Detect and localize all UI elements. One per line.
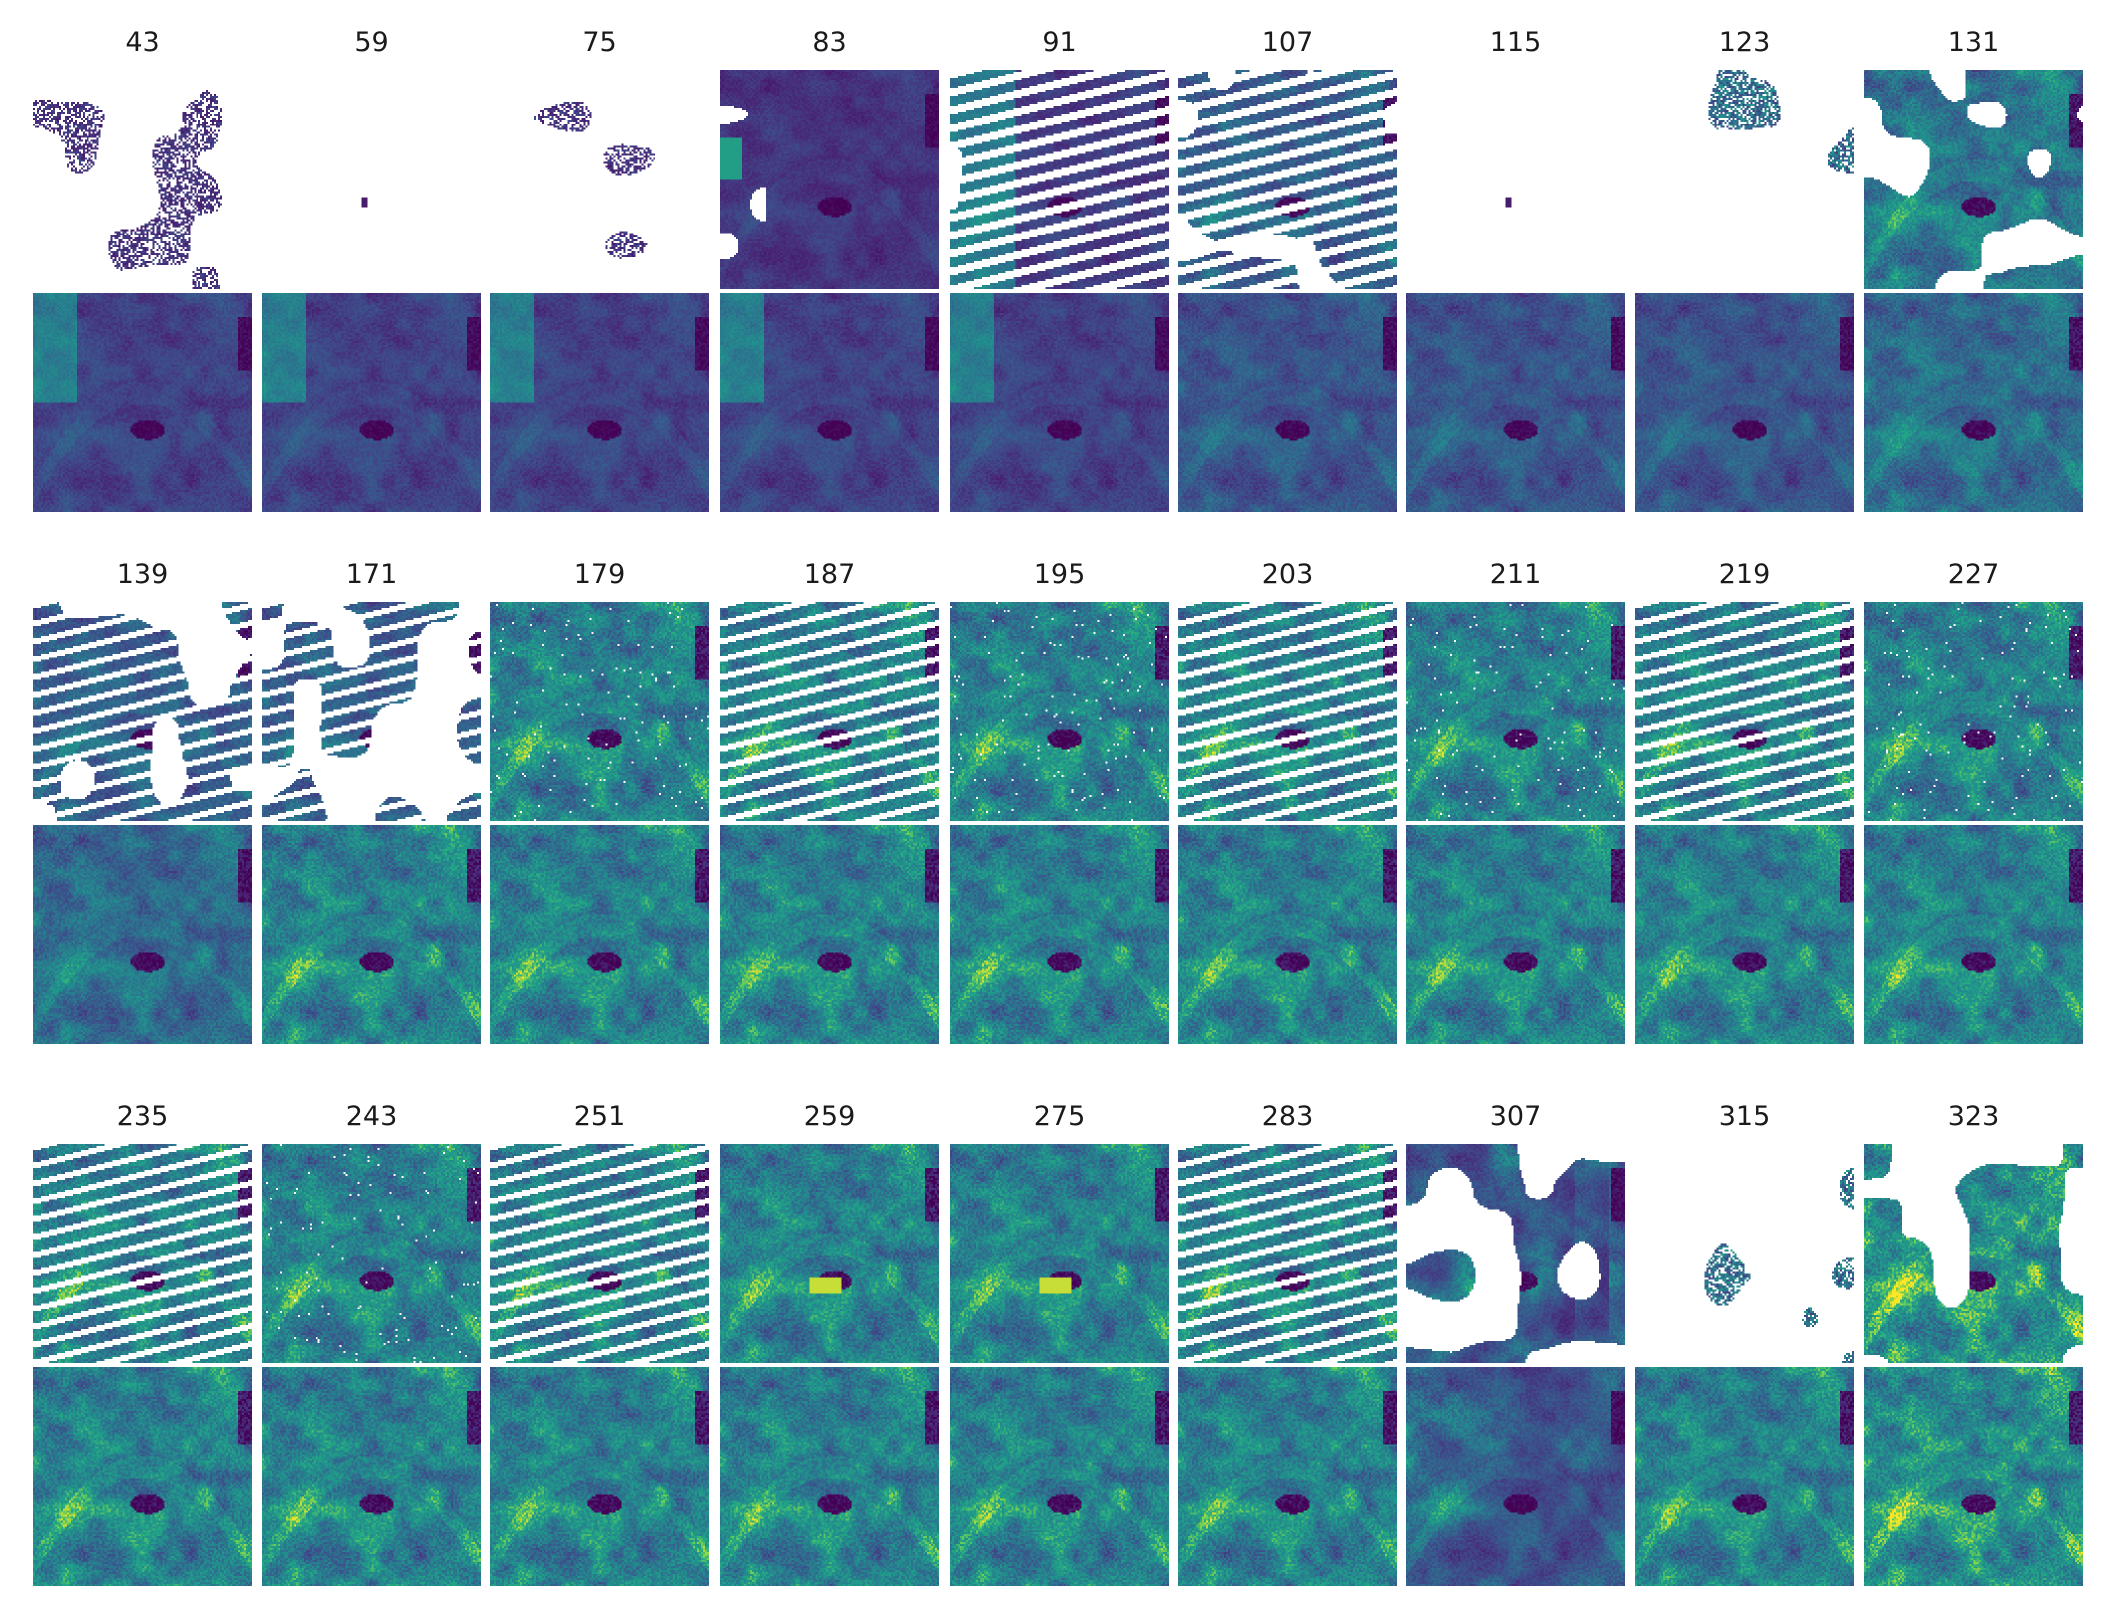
panel-label: 107 [1261, 27, 1314, 58]
panel-label: 187 [803, 559, 856, 590]
reconstructed-image-tile [1635, 1367, 1854, 1586]
reconstructed-image-tile [1864, 825, 2083, 1044]
panel-label: 43 [125, 27, 160, 58]
observed-image-tile [262, 1144, 481, 1363]
reconstructed-image-tile [1635, 825, 1854, 1044]
observed-image-tile [1864, 602, 2083, 821]
panel-label: 59 [354, 27, 389, 58]
panel-label: 251 [573, 1101, 626, 1132]
reconstructed-image-tile [262, 825, 481, 1044]
panel-label: 179 [573, 559, 626, 590]
observed-image-tile [1635, 70, 1854, 289]
observed-image-tile [1406, 602, 1625, 821]
observed-image-tile [950, 602, 1169, 821]
panel-label: 315 [1718, 1101, 1771, 1132]
panel-label: 75 [582, 27, 617, 58]
panel-label: 283 [1261, 1101, 1314, 1132]
reconstructed-image-tile [1406, 293, 1625, 512]
observed-image-tile [1635, 602, 1854, 821]
observed-image-tile [720, 70, 939, 289]
reconstructed-image-tile [720, 1367, 939, 1586]
reconstructed-image-tile [1406, 825, 1625, 1044]
observed-image-tile [1178, 70, 1397, 289]
panel-label: 123 [1718, 27, 1771, 58]
panel-label: 275 [1033, 1101, 1086, 1132]
reconstructed-image-tile [1178, 825, 1397, 1044]
panel-label: 243 [345, 1101, 398, 1132]
panel-label: 259 [803, 1101, 856, 1132]
observed-image-tile [33, 602, 252, 821]
reconstructed-image-tile [490, 825, 709, 1044]
observed-image-tile [490, 602, 709, 821]
panel-label: 211 [1489, 559, 1542, 590]
observed-image-tile [262, 602, 481, 821]
panel-label: 227 [1947, 559, 2000, 590]
reconstructed-image-tile [262, 293, 481, 512]
reconstructed-image-tile [490, 1367, 709, 1586]
reconstructed-image-tile [490, 293, 709, 512]
reconstructed-image-tile [33, 1367, 252, 1586]
observed-image-tile [33, 70, 252, 289]
reconstructed-image-tile [33, 293, 252, 512]
reconstructed-image-tile [33, 825, 252, 1044]
observed-image-tile [720, 1144, 939, 1363]
reconstructed-image-tile [1406, 1367, 1625, 1586]
reconstructed-image-tile [1178, 1367, 1397, 1586]
observed-image-tile [490, 1144, 709, 1363]
observed-image-tile [1406, 1144, 1625, 1363]
observed-image-tile [33, 1144, 252, 1363]
observed-image-tile [1178, 602, 1397, 821]
reconstructed-image-tile [950, 825, 1169, 1044]
panel-label: 219 [1718, 559, 1771, 590]
observed-image-tile [1178, 1144, 1397, 1363]
observed-image-tile [950, 70, 1169, 289]
panel-label: 235 [116, 1101, 169, 1132]
observed-image-tile [1406, 70, 1625, 289]
panel-label: 307 [1489, 1101, 1542, 1132]
panel-label: 203 [1261, 559, 1314, 590]
observed-image-tile [720, 602, 939, 821]
panel-label: 195 [1033, 559, 1086, 590]
reconstructed-image-tile [1178, 293, 1397, 512]
observed-image-tile [1635, 1144, 1854, 1363]
observed-image-tile [262, 70, 481, 289]
panel-label: 323 [1947, 1101, 2000, 1132]
observed-image-tile [1864, 70, 2083, 289]
reconstructed-image-tile [950, 293, 1169, 512]
panel-label: 115 [1489, 27, 1542, 58]
observed-image-tile [1864, 1144, 2083, 1363]
observed-image-tile [950, 1144, 1169, 1363]
panel-label: 83 [812, 27, 847, 58]
reconstructed-image-tile [950, 1367, 1169, 1586]
panel-label: 171 [345, 559, 398, 590]
reconstructed-image-tile [720, 825, 939, 1044]
reconstructed-image-tile [1864, 1367, 2083, 1586]
panel-label: 139 [116, 559, 169, 590]
panel-label: 91 [1042, 27, 1077, 58]
reconstructed-image-tile [720, 293, 939, 512]
reconstructed-image-tile [1635, 293, 1854, 512]
observed-image-tile [490, 70, 709, 289]
reconstructed-image-tile [262, 1367, 481, 1586]
panel-label: 131 [1947, 27, 2000, 58]
reconstructed-image-tile [1864, 293, 2083, 512]
